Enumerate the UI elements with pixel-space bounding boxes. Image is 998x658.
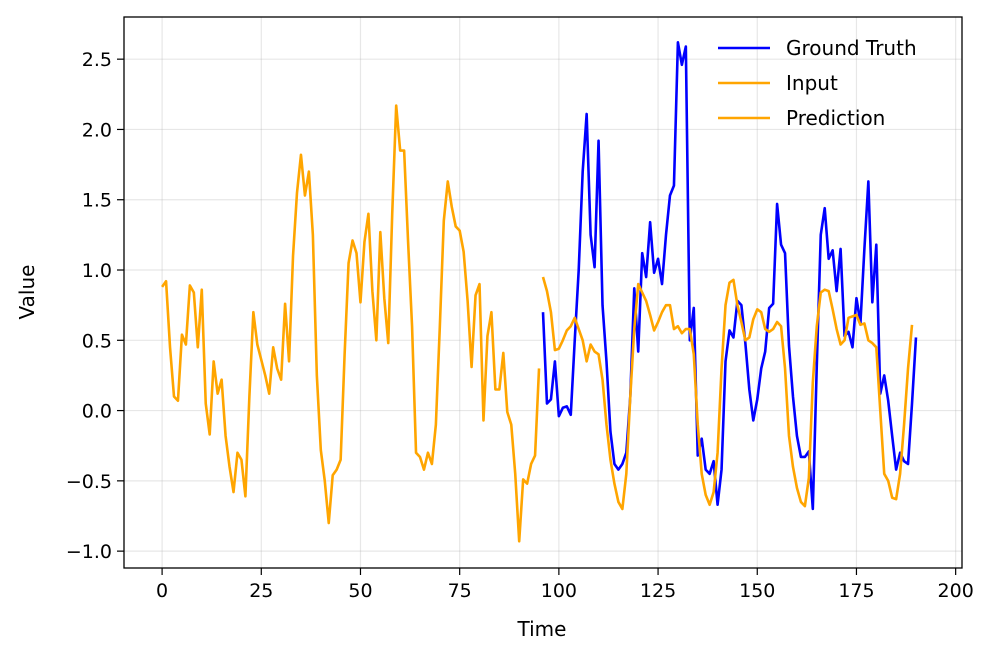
legend-label-prediction: Prediction xyxy=(786,106,885,130)
y-tick-label: 2.0 xyxy=(82,119,112,141)
x-tick-label: 175 xyxy=(838,580,874,602)
series-line-prediction xyxy=(541,276,914,511)
x-axis-label: Time xyxy=(517,617,567,641)
y-tick-label: −1.0 xyxy=(66,541,112,563)
legend-label-ground-truth: Ground Truth xyxy=(786,36,917,60)
x-tick-label: 150 xyxy=(739,580,775,602)
x-tick-label: 25 xyxy=(249,580,273,602)
series-line-ground-truth xyxy=(541,40,918,511)
x-tick-label: 125 xyxy=(640,580,676,602)
x-tick-label: 0 xyxy=(156,580,168,602)
y-tick-label: 1.0 xyxy=(82,260,112,282)
y-tick-label: 1.5 xyxy=(82,190,112,212)
legend: Ground Truth Input Prediction xyxy=(718,36,917,130)
legend-label-input: Input xyxy=(786,71,838,95)
x-axis: 0 25 50 75 100 125 150 175 200 xyxy=(156,568,974,602)
y-tick-label: 0.5 xyxy=(82,330,112,352)
y-tick-label: −0.5 xyxy=(66,471,112,493)
y-axis: −1.0 −0.5 0.0 0.5 1.0 1.5 2.0 2.5 xyxy=(66,49,124,563)
x-tick-label: 200 xyxy=(938,580,974,602)
plot-frame xyxy=(123,16,963,569)
series-line-input xyxy=(161,104,541,543)
y-tick-label: 0.0 xyxy=(82,401,112,423)
y-tick-label: 2.5 xyxy=(82,49,112,71)
x-tick-label: 75 xyxy=(448,580,472,602)
y-axis-label: Value xyxy=(15,265,39,320)
x-tick-label: 50 xyxy=(348,580,372,602)
series-layer xyxy=(161,40,918,543)
x-tick-label: 100 xyxy=(541,580,577,602)
